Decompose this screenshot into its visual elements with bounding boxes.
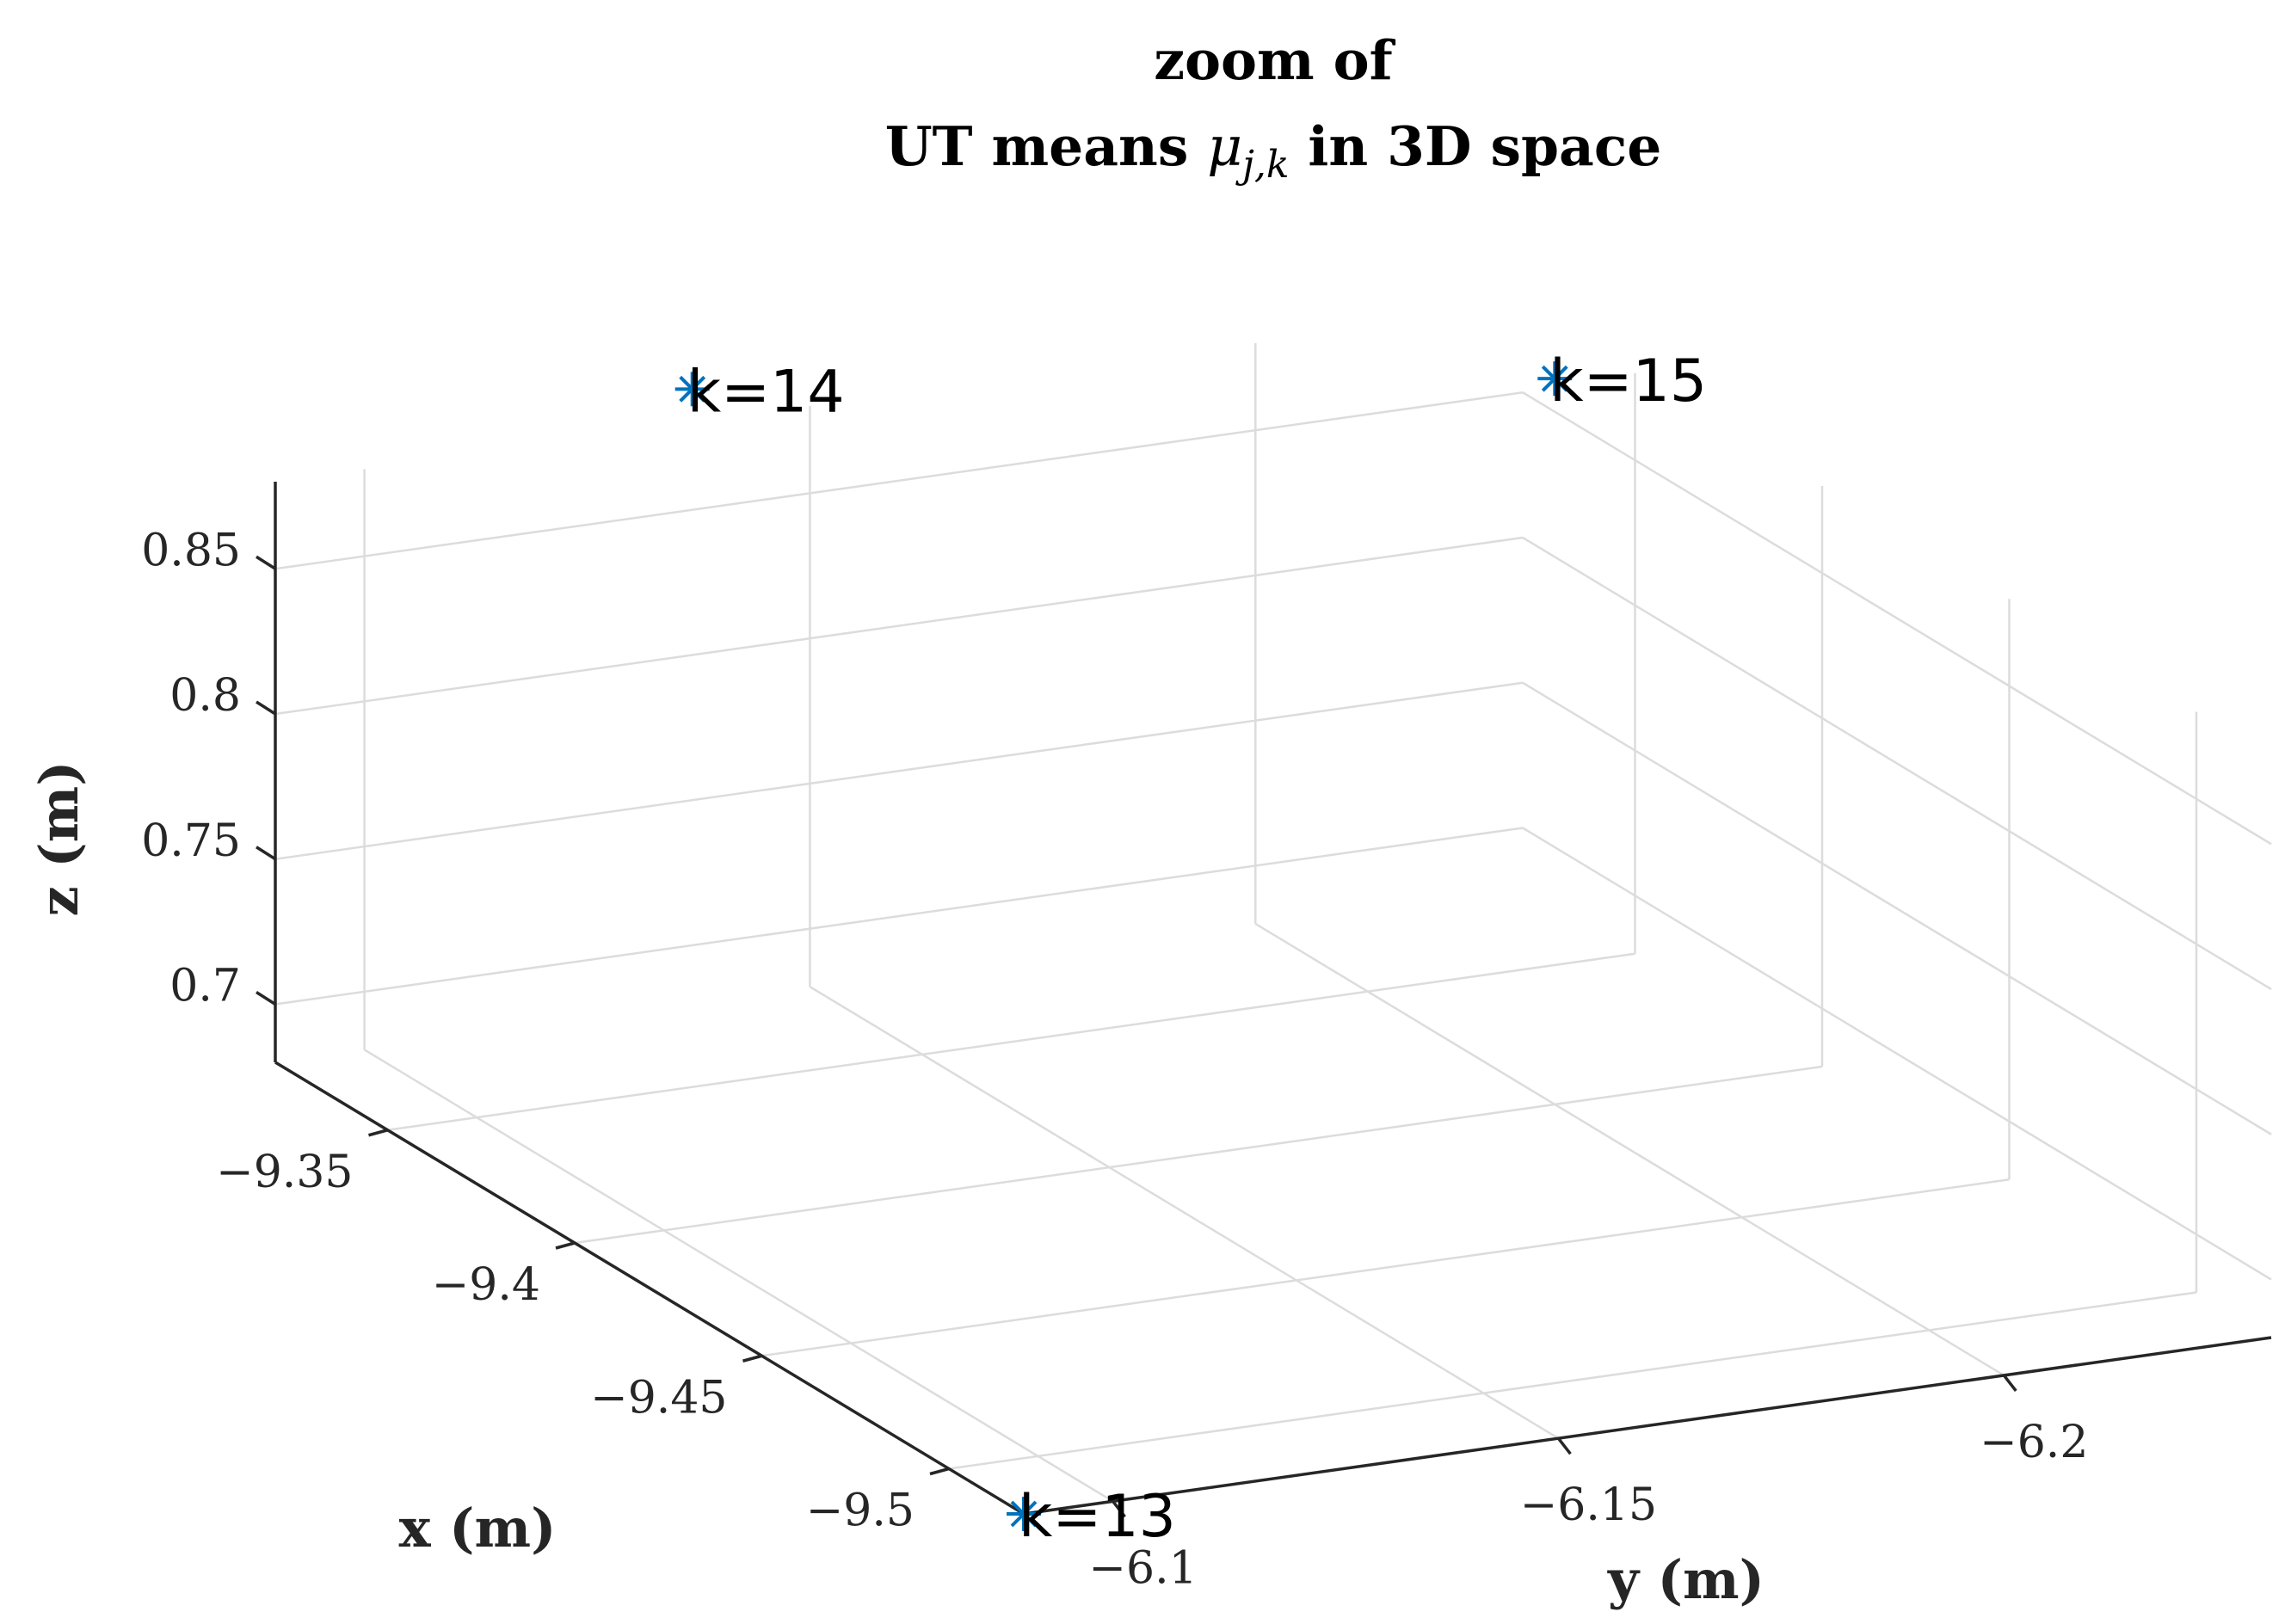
marker-stroke <box>1541 365 1568 392</box>
y-tick-label: −6.2 <box>1980 1417 2088 1468</box>
title-subscript: j,k <box>1235 143 1289 187</box>
grid-line <box>274 681 1524 860</box>
tick-marks <box>256 555 2017 1518</box>
grid-line <box>363 1049 1114 1503</box>
y-tick <box>1112 1500 1126 1518</box>
x-tick-label: −9.5 <box>806 1486 915 1537</box>
point-label: k=13 <box>1019 1483 1176 1551</box>
x-axis-label: x (m) <box>399 1497 557 1559</box>
grid-line <box>1522 681 2272 1135</box>
point-label: k=15 <box>1549 348 1707 415</box>
grid-line <box>1522 827 2272 1281</box>
z-tick <box>256 700 276 716</box>
x-tick-label: −9.35 <box>216 1147 353 1198</box>
x-tick <box>929 1467 950 1476</box>
chart-title-line2: UT means μj,k in 3D space <box>885 114 1662 187</box>
data-point <box>674 372 710 407</box>
z-tick-label: 0.8 <box>169 670 241 722</box>
tick-labels: 0.7 0.75 0.8 0.85 −9.35 −9.4 −9.45 −9.5 −6.1 −6.1… <box>141 525 2088 1594</box>
x-tick <box>742 1354 762 1363</box>
data-point <box>1007 1497 1041 1531</box>
point-label: k=14 <box>687 358 845 426</box>
grid-line <box>274 391 1524 570</box>
title-suffix: in 3D space <box>1289 114 1661 178</box>
grid-lines <box>274 342 2272 1503</box>
grid-line <box>1522 536 2272 991</box>
x-tick <box>368 1129 388 1137</box>
y-tick-label: −6.1 <box>1088 1542 1197 1594</box>
y-axis-label: y (m) <box>1607 1548 1764 1611</box>
grid-line <box>574 1065 1823 1245</box>
y-tick <box>1557 1437 1572 1455</box>
chart-title-line1: zoom of <box>1154 28 1395 92</box>
grid-line <box>1522 391 2272 846</box>
grid-line <box>1254 922 2005 1376</box>
data-point <box>1537 361 1573 397</box>
y-tick <box>2002 1374 2017 1393</box>
grid-line <box>761 1178 2010 1357</box>
z-tick <box>256 991 276 1006</box>
grid-line <box>809 986 1560 1440</box>
z-tick-label: 0.75 <box>141 815 241 867</box>
z-tick-label: 0.85 <box>141 525 241 576</box>
y-axis-line <box>1023 1336 2272 1516</box>
y-tick-label: −6.15 <box>1520 1479 1657 1531</box>
marker-stroke <box>1010 1500 1038 1528</box>
grid-line <box>274 536 1524 716</box>
x-tick <box>555 1241 576 1250</box>
title-symbol: μ <box>1207 115 1242 178</box>
grid-line <box>948 1291 2197 1470</box>
grid-line <box>274 827 1524 1006</box>
x-tick-label: −9.4 <box>432 1259 540 1311</box>
x-axis-line <box>274 1061 1025 1516</box>
grid-line <box>387 952 1635 1131</box>
z-tick <box>256 555 276 570</box>
z-tick-label: 0.7 <box>169 961 241 1012</box>
title-prefix: UT means <box>885 114 1208 178</box>
z-axis-label: z (m) <box>28 760 90 916</box>
x-tick-label: −9.45 <box>590 1372 727 1424</box>
data-points: k=13 k=14 k=15 <box>674 348 1707 1551</box>
marker-stroke <box>679 375 706 403</box>
z-tick <box>256 846 276 861</box>
axes <box>274 482 2272 1516</box>
